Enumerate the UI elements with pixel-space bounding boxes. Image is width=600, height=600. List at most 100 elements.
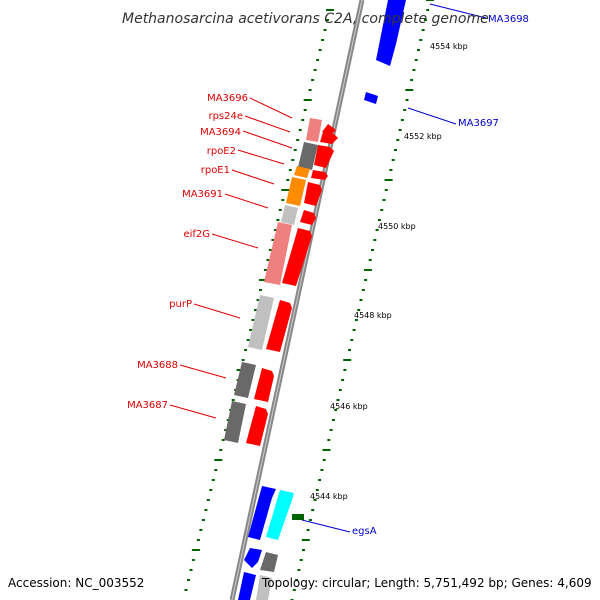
gene-label-rpoE2[interactable]: rpoE2 [207,146,236,157]
gene-MA3697-glyph[interactable] [364,92,378,104]
position-label-4550: 4550 kbp [378,222,416,231]
gene-MA3696-glyph[interactable] [306,118,322,142]
gene-label-eif2G[interactable]: eif2G [183,229,210,240]
gene-rpoE2-glyph[interactable] [294,166,310,178]
minor-tick [306,529,310,531]
minor-tick [323,29,327,31]
minor-tick [334,409,338,411]
position-label-4552: 4552 kbp [404,132,442,141]
minor-tick [336,399,340,401]
minor-tick [357,309,361,311]
minor-tick [308,89,312,91]
gene-label-MA3697[interactable]: MA3697 [458,118,499,129]
gene-rps24e-glyph[interactable] [298,142,318,170]
gene-label-MA3691[interactable]: MA3691 [182,189,223,200]
topology-summary-text: Topology: circular; Length: 5,751,492 bp… [261,576,592,590]
minor-tick [251,319,255,321]
major-tick [191,549,200,551]
gene-label-purP[interactable]: purP [169,299,192,310]
minor-tick [373,239,377,241]
minor-tick [292,589,296,591]
position-label-4548: 4548 kbp [354,311,392,320]
minor-tick [196,539,200,541]
gene-MA3691-glyph[interactable] [281,205,298,225]
genome-backbone-highlight [231,0,363,600]
gene-MA3688-glyph[interactable] [234,362,256,398]
outer-tick-ring [290,0,434,600]
minor-tick [389,169,393,171]
minor-tick [308,519,312,521]
minor-tick [271,239,275,241]
minor-tick [266,259,270,261]
gene-label-MA3687[interactable]: MA3687 [127,400,168,411]
minor-tick [209,489,213,491]
minor-tick [354,319,358,321]
minor-tick [377,219,381,221]
minor-tick [414,59,418,61]
minor-tick [241,359,245,361]
minor-tick [417,49,420,51]
major-tick [405,89,414,91]
minor-tick [259,289,262,291]
gene-eif2G-glyph[interactable] [264,222,292,285]
minor-tick [343,369,347,371]
minor-tick [301,119,305,121]
gene-label-MA3696[interactable]: MA3696 [207,93,248,104]
forward-gene-arrows [246,124,338,446]
minor-tick [293,149,297,151]
minor-tick [361,289,365,291]
minor-tick [400,119,404,121]
minor-tick [359,299,363,301]
minor-tick [405,99,409,101]
inner-tick-ring [184,9,334,591]
gene-purP-glyph[interactable] [248,295,274,350]
minor-tick [348,349,351,351]
minor-tick [268,249,272,251]
minor-tick [329,429,333,431]
minor-tick [263,269,267,271]
minor-tick [291,159,295,161]
minor-tick [276,219,280,221]
gene-label-rpoE1[interactable]: rpoE1 [201,165,230,176]
minor-tick [412,69,416,71]
minor-tick [311,79,315,81]
minor-tick [375,229,379,231]
minor-tick [315,489,319,491]
minor-tick [394,149,397,151]
gene-label-rps24e[interactable]: rps24e [208,111,243,122]
minor-tick [299,559,303,561]
gene-label-MA3688[interactable]: MA3688 [137,360,178,371]
minor-tick [423,19,427,21]
gene-rpoE1-glyph[interactable] [286,177,306,206]
minor-tick [295,579,299,581]
gene-label-egsA[interactable]: egsA [352,526,377,537]
minor-tick [201,519,205,521]
minor-tick [419,39,423,41]
gene-label-MA3698[interactable]: MA3698 [488,14,529,25]
major-tick [281,189,290,191]
minor-tick [396,139,400,141]
gene-label-MA3694[interactable]: MA3694 [200,127,241,138]
minor-tick [313,499,317,501]
minor-tick [403,109,407,111]
gene-egsA-glyph[interactable] [266,490,294,540]
minor-tick [254,309,257,311]
minor-tick [211,479,215,481]
minor-tick [364,279,368,281]
minor-tick [327,439,331,441]
minor-tick [318,49,322,51]
minor-tick [391,159,395,161]
minor-tick [350,339,354,341]
minor-tick [184,589,188,591]
position-label-4546: 4546 kbp [330,402,368,411]
minor-tick [278,209,282,211]
minor-tick [338,389,342,391]
minor-tick [302,549,305,551]
major-tick [259,279,267,281]
minor-tick [224,429,228,431]
minor-tick [256,299,260,301]
major-tick [322,449,331,451]
gene-MA3698-glyph[interactable] [376,0,406,66]
gene-MA3687-glyph[interactable] [224,401,246,443]
minor-tick [187,579,190,581]
